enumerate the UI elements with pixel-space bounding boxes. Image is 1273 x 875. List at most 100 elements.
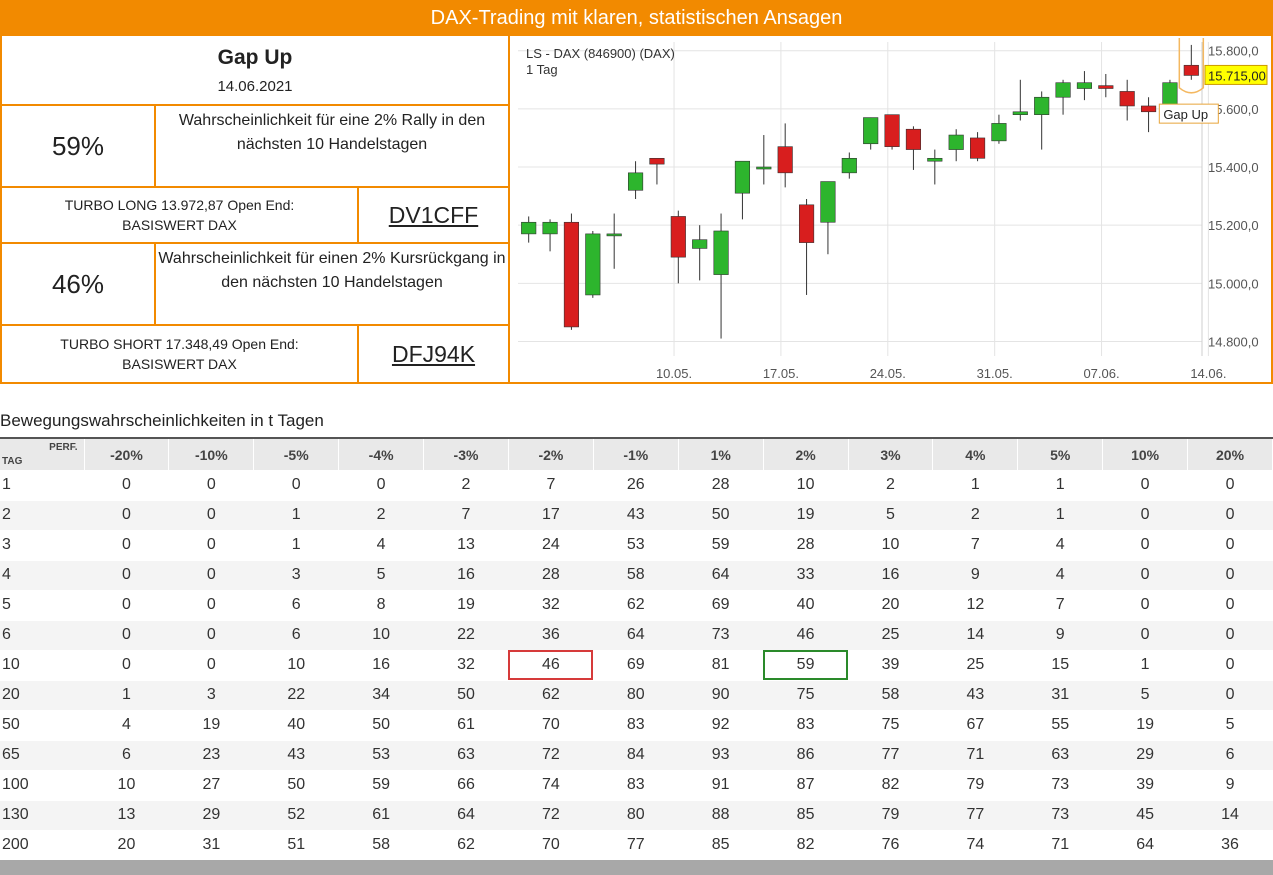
table-column-header: -2% — [508, 437, 594, 470]
row-tag-cell: 10 — [0, 650, 84, 681]
signal-panel: Gap Up 14.06.2021 59% Wahrscheinlichkeit… — [0, 36, 1273, 384]
table-cell: 59 — [338, 770, 424, 801]
table-cell: 0 — [1102, 620, 1188, 651]
table-cell: 77 — [593, 830, 679, 861]
table-cell: 0 — [1187, 590, 1273, 621]
table-cell: 40 — [763, 590, 849, 621]
table-cell: 4 — [338, 530, 424, 561]
table-column-header: 10% — [1102, 437, 1189, 470]
table-row: 130 13 29 52 61 64 72 80 88 85 79 77 73 45 14 — [0, 800, 1273, 831]
long-wkn-link[interactable]: DV1CFF — [359, 188, 510, 244]
table-cell: 3 — [253, 560, 339, 591]
table-cell: 1 — [253, 530, 339, 561]
table-cell: 62 — [423, 830, 509, 861]
table-cell: 12 — [932, 590, 1018, 621]
table-cell: 53 — [593, 530, 679, 561]
candle-body-up — [756, 166, 772, 170]
candle-body-up — [627, 172, 644, 191]
candle-body-down — [649, 157, 665, 165]
table-cell: 0 — [1187, 620, 1273, 651]
table-cell: 0 — [84, 590, 169, 621]
table-cell: 4 — [1017, 560, 1103, 591]
table-cell: 73 — [1017, 800, 1103, 831]
table-cell: 27 — [168, 770, 254, 801]
table-cell: 23 — [168, 740, 254, 771]
table-cell: 79 — [848, 800, 933, 831]
table-cell: 0 — [1102, 470, 1188, 501]
table-cell: 0 — [84, 650, 169, 681]
table-cell: 0 — [168, 500, 254, 531]
candle-body-down — [777, 146, 793, 174]
table-cell: 73 — [678, 620, 764, 651]
table-cell: 70 — [508, 710, 594, 741]
table-cell: 25 — [848, 620, 933, 651]
table-column-header: 3% — [848, 437, 934, 470]
table-cell: 77 — [848, 740, 933, 771]
y-tick-label: 15.600,0 — [1208, 102, 1259, 117]
candle-body-down — [905, 128, 922, 150]
y-tick-label: 15.000,0 — [1208, 276, 1259, 291]
table-cell: 32 — [423, 650, 509, 681]
table-column-header: 5% — [1017, 437, 1104, 470]
table-cell: 6 — [253, 620, 339, 651]
table-column-header: 1% — [678, 437, 764, 470]
table-cell: 87 — [763, 770, 849, 801]
long-turbo-line2: BASISWERT DAX — [122, 217, 237, 233]
table-cell: 7 — [1017, 590, 1103, 621]
table-cell: 16 — [848, 560, 933, 591]
table-cell: 72 — [508, 740, 594, 771]
table-cell: 71 — [932, 740, 1018, 771]
table-corner-header: PERF. TAG — [0, 437, 85, 470]
table-cell: 79 — [932, 770, 1018, 801]
table-cell: 14 — [1187, 800, 1273, 831]
table-cell: 0 — [168, 530, 254, 561]
table-cell: 0 — [1187, 470, 1273, 501]
candle-body-up — [521, 221, 537, 235]
table-cell: 5 — [848, 500, 933, 531]
table-cell: 5 — [338, 560, 424, 591]
candle-body-down — [1098, 85, 1114, 89]
table-cell: 1 — [932, 470, 1018, 501]
table-cell: 36 — [1187, 830, 1273, 861]
table-cell: 29 — [1102, 740, 1188, 771]
row-tag-cell: 20 — [0, 680, 84, 711]
table-cell: 63 — [1017, 740, 1103, 771]
row-tag-cell: 5 — [0, 590, 84, 621]
table-cell: 15 — [1017, 650, 1103, 681]
table-cell: 82 — [763, 830, 849, 861]
short-wkn-link[interactable]: DFJ94K — [359, 326, 510, 382]
candle-body-down — [563, 221, 580, 328]
table-cell: 4 — [1017, 530, 1103, 561]
table-column-header: -4% — [338, 437, 425, 470]
table-cell: 13 — [84, 800, 169, 831]
table-cell: 39 — [848, 650, 933, 681]
y-tick-label: 14.800,0 — [1208, 334, 1259, 349]
table-cell: 83 — [593, 710, 679, 741]
bottom-scrollbar[interactable] — [0, 860, 1273, 875]
table-cell: 9 — [932, 560, 1018, 591]
table-cell: 0 — [168, 470, 254, 501]
last-price-badge — [1204, 64, 1268, 85]
table-row: 20 1 3 22 34 50 62 80 90 75 58 43 31 5 0 — [0, 680, 1273, 711]
table-cell: 0 — [338, 470, 424, 501]
table-cell: 5 — [1102, 680, 1188, 711]
table-cell: 92 — [678, 710, 764, 741]
table-cell: 9 — [1017, 620, 1103, 651]
table-cell: 1 — [84, 680, 169, 711]
probability-table: PERF. TAG -20% -10% -5% -4% -3% -2% -1% 1% 2% 3% 4% 5… — [0, 437, 1273, 861]
table-cell: 0 — [84, 500, 169, 531]
table-cell: 64 — [423, 800, 509, 831]
table-cell: 2 — [423, 470, 509, 501]
table-cell: 69 — [593, 650, 679, 681]
candle-body-up — [863, 117, 879, 145]
table-cell: 0 — [168, 590, 254, 621]
table-row: 5 0 0 6 8 19 32 62 69 40 20 12 7 0 0 — [0, 590, 1273, 621]
table-cell: 88 — [678, 800, 764, 831]
table-cell: 90 — [678, 680, 764, 711]
chart-subtitle: 1 Tag — [526, 62, 558, 77]
table-cell: 0 — [1187, 650, 1273, 681]
table-cell: 22 — [423, 620, 509, 651]
table-column-header: 20% — [1187, 437, 1273, 470]
corner-perf-label: PERF. — [49, 442, 78, 453]
table-cell: 43 — [253, 740, 339, 771]
